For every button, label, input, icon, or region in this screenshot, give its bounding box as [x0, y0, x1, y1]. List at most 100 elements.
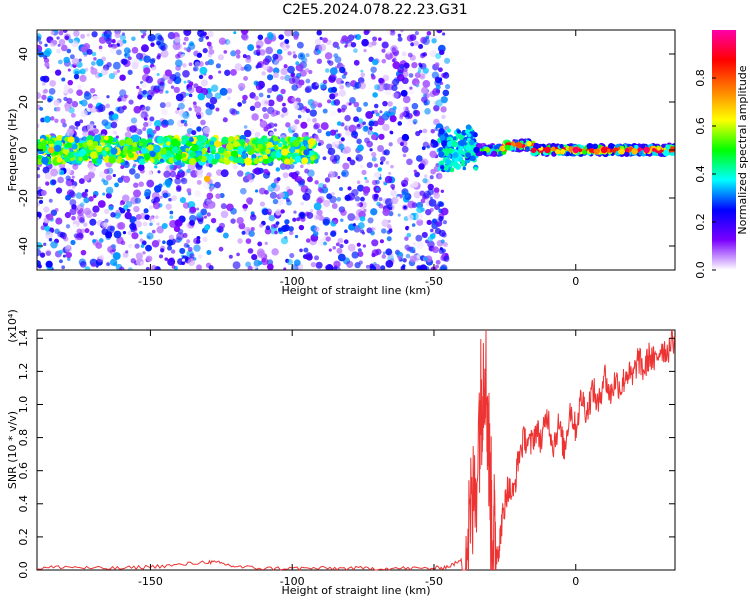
heatmap-speckle [142, 90, 148, 95]
heatmap-speckle [355, 157, 359, 161]
heatmap-speckle [167, 245, 173, 251]
heatmap-speckle [366, 140, 373, 148]
heatmap-speckle [254, 189, 259, 193]
heatmap-speckle [169, 170, 177, 178]
x-tick-label: -150 [138, 275, 163, 288]
heatmap-speckle [371, 40, 377, 46]
heatmap-speckle [161, 222, 168, 230]
heatmap-speckle [342, 162, 350, 170]
heatmap-speckle [330, 230, 337, 237]
heatmap-speckle [338, 143, 345, 151]
heatmap-speckle [255, 81, 259, 85]
heatmap-speckle [125, 250, 129, 254]
heatmap-speckle [121, 194, 130, 203]
heatmap-ridge-cell [86, 139, 94, 147]
heatmap-speckle [411, 61, 418, 69]
heatmap-speckle [37, 241, 43, 249]
heatmap-speckle [370, 208, 378, 216]
heatmap-speckle [220, 203, 227, 210]
heatmap-speckle [146, 94, 153, 101]
heatmap-speckle [438, 201, 445, 207]
heatmap-speckle [37, 216, 40, 221]
heatmap-speckle [291, 84, 299, 91]
heatmap-speckle [305, 78, 311, 84]
heatmap-speckle [412, 242, 417, 246]
heatmap-speckle [237, 238, 243, 244]
heatmap-speckle [106, 262, 110, 266]
heatmap-speckle [406, 169, 411, 174]
heatmap-speckle [390, 183, 396, 189]
heatmap-speckle [180, 119, 185, 124]
heatmap-speckle [124, 131, 132, 139]
heatmap-speckle [115, 135, 119, 139]
heatmap-speckle [305, 238, 311, 243]
heatmap-band-cell [652, 147, 656, 152]
heatmap-speckle [326, 59, 331, 64]
heatmap-speckle [186, 244, 190, 248]
heatmap-speckle [415, 234, 423, 242]
heatmap-speckle [254, 131, 261, 138]
heatmap-ridge-cell [64, 156, 70, 163]
heatmap-speckle [290, 264, 299, 270]
heatmap-speckle [71, 215, 76, 221]
heatmap-speckle [73, 30, 80, 37]
heatmap-speckle [183, 47, 187, 51]
heatmap-speckle [351, 251, 359, 259]
heatmap-ridge-cell [232, 140, 240, 148]
heatmap-speckle [416, 218, 424, 226]
heatmap-speckle [37, 186, 42, 190]
heatmap-speckle [55, 106, 61, 112]
heatmap-band-cell [469, 139, 475, 146]
heatmap-speckle [327, 147, 336, 156]
heatmap-speckle [267, 74, 274, 81]
heatmap-band-cell [656, 146, 661, 151]
heatmap-speckle [67, 257, 71, 261]
heatmap-ridge-cell [64, 143, 69, 148]
heatmap-speckle [317, 142, 322, 147]
heatmap-speckle [247, 44, 255, 51]
heatmap-speckle [286, 258, 293, 265]
heatmap-speckle [87, 103, 93, 109]
heatmap-speckle [54, 69, 62, 76]
heatmap-y-axis-label: Frequency (Hz) [6, 109, 19, 192]
heatmap-speckle [408, 226, 416, 234]
heatmap-speckle [150, 42, 155, 47]
heatmap-speckle [159, 85, 164, 91]
heatmap-ridge-cell [168, 157, 175, 164]
heatmap-speckle [164, 257, 169, 261]
heatmap-speckle [167, 78, 173, 85]
heatmap-speckle [169, 210, 174, 215]
heatmap-speckle [284, 219, 290, 225]
heatmap-speckle [113, 130, 117, 135]
heatmap-speckle [226, 39, 232, 46]
heatmap-speckle [358, 81, 367, 90]
heatmap-speckle [91, 51, 97, 57]
heatmap-speckle [309, 109, 318, 117]
heatmap-speckle [236, 252, 240, 257]
heatmap-speckle [293, 104, 300, 110]
heatmap-speckle [341, 169, 349, 178]
heatmap-ridge-cell [236, 156, 243, 164]
heatmap-speckle [180, 177, 188, 185]
heatmap-speckle [65, 175, 71, 181]
heatmap-ridge-cell [54, 144, 62, 153]
y-tick-label: 0.6 [17, 462, 30, 480]
heatmap-band-cell [465, 146, 470, 151]
heatmap-speckle [316, 197, 323, 205]
heatmap-speckle [183, 30, 192, 37]
heatmap-speckle [323, 199, 331, 207]
heatmap-speckle [50, 31, 55, 35]
heatmap-speckle [436, 30, 443, 34]
heatmap-ridge-cell [228, 155, 234, 161]
heatmap-speckle [98, 238, 104, 243]
heatmap-speckle [292, 217, 297, 222]
heatmap-speckle [333, 53, 339, 59]
heatmap-speckle [53, 30, 57, 33]
heatmap-speckle [120, 165, 125, 169]
heatmap-speckle [422, 37, 430, 46]
heatmap-band-cell [443, 165, 449, 171]
heatmap-speckle [45, 260, 53, 268]
heatmap-speckle [196, 212, 203, 219]
heatmap-speckle [386, 50, 391, 55]
heatmap-speckle [433, 192, 440, 199]
